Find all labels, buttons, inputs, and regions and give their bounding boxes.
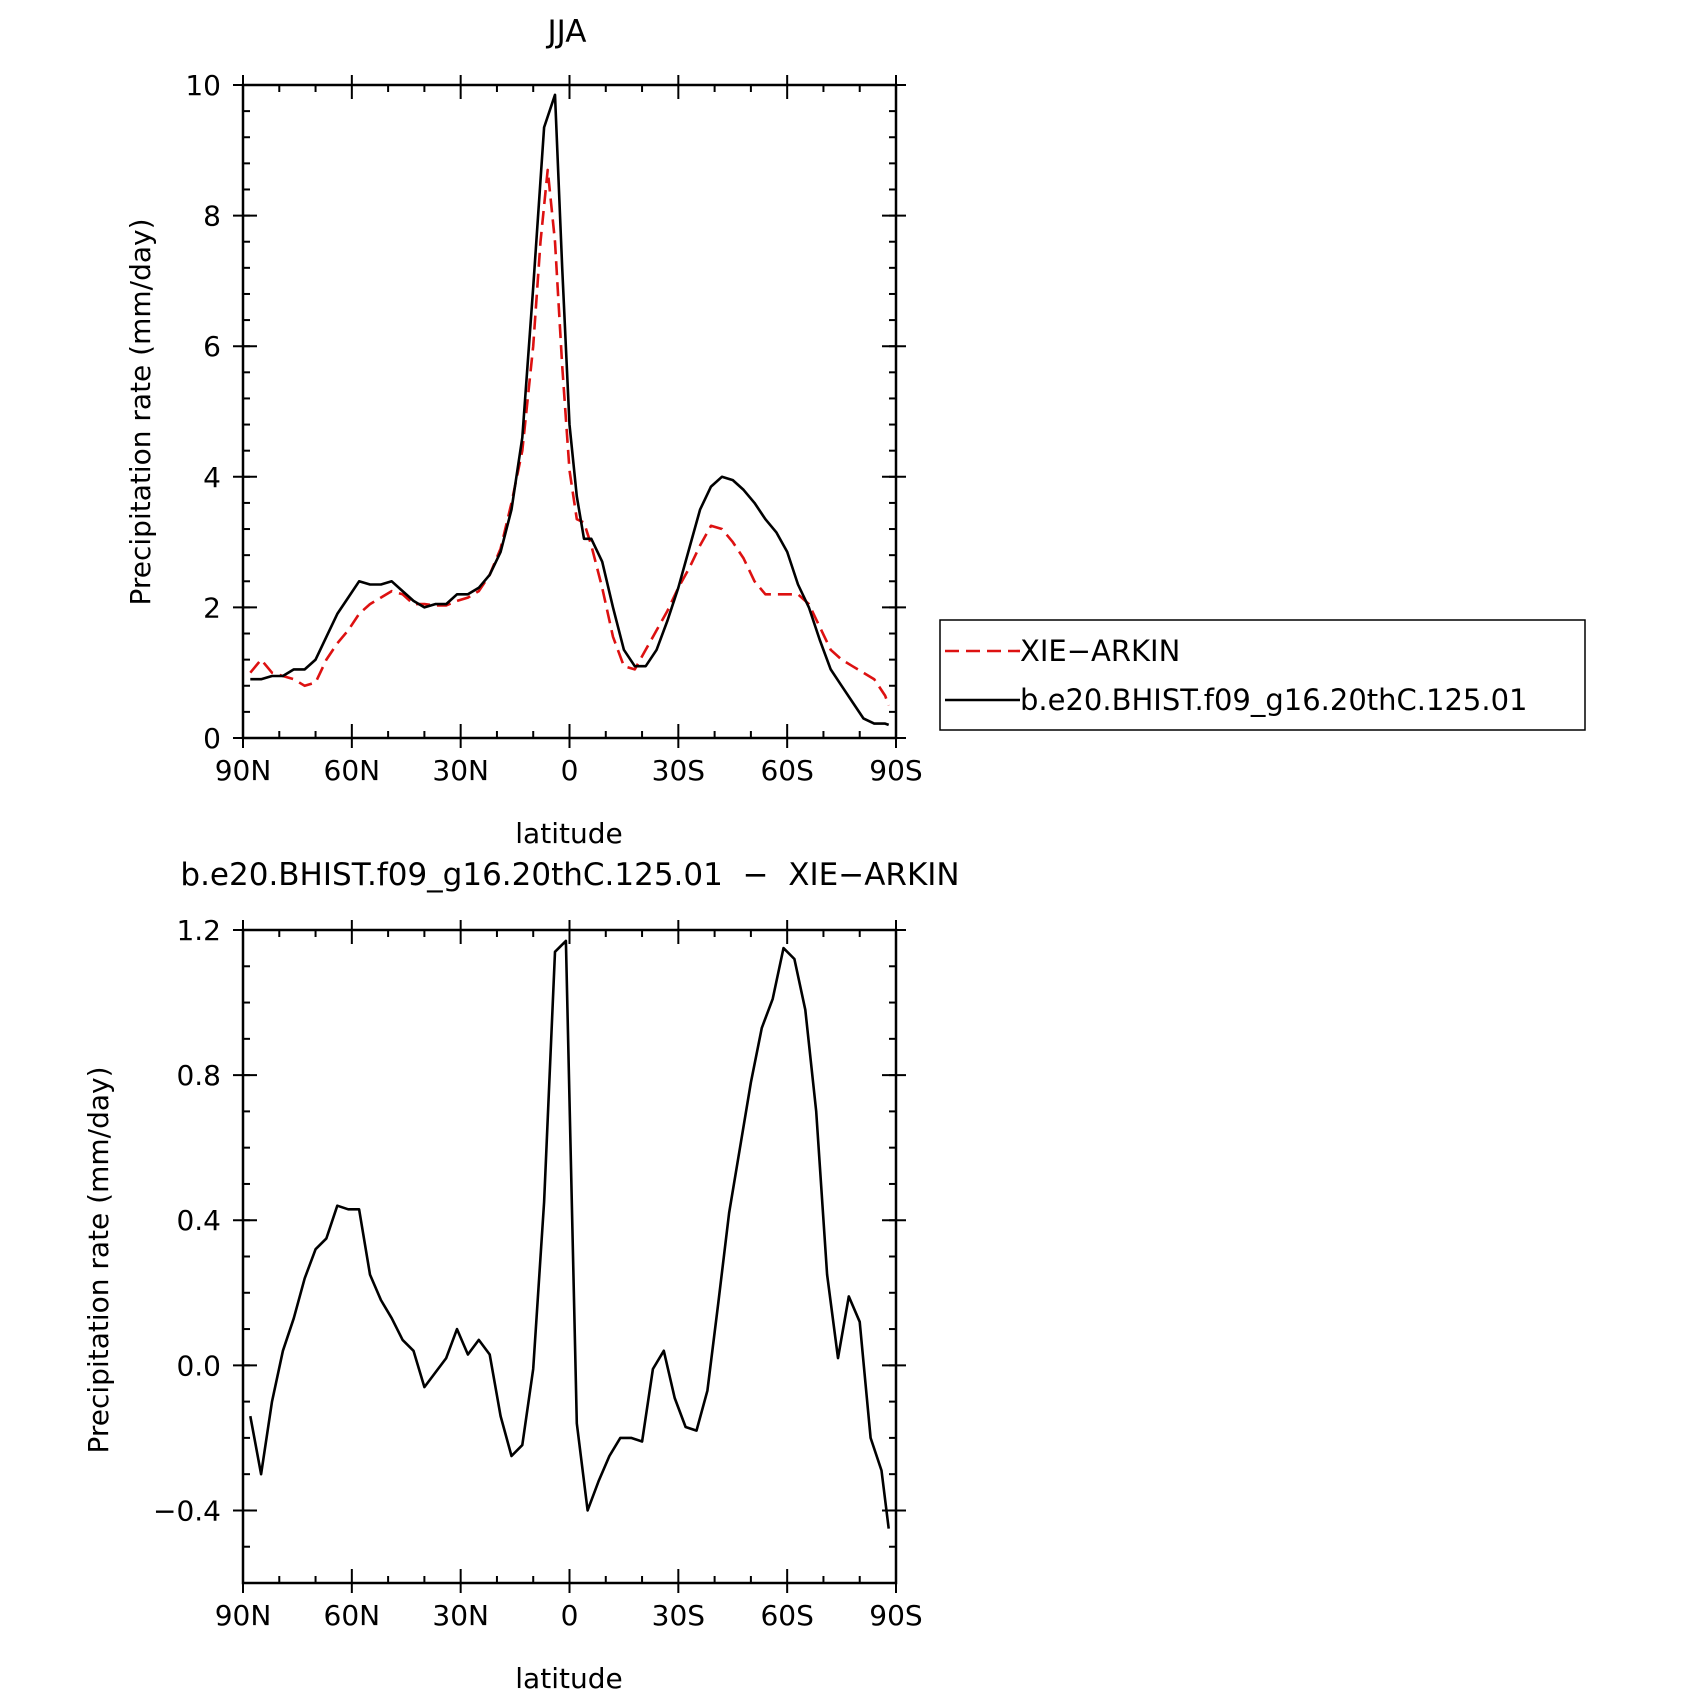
x-tick-label: 90N xyxy=(215,1599,272,1632)
y-tick-label: −0.4 xyxy=(153,1494,221,1527)
x-axis-label: latitude xyxy=(515,817,622,850)
x-tick-label: 60S xyxy=(760,1599,813,1632)
chart-title: JJA xyxy=(546,14,587,50)
y-tick-label: 2 xyxy=(203,591,221,624)
y-tick-label: 10 xyxy=(185,69,221,102)
y-axis-label: Precipitation rate (mm/day) xyxy=(82,1066,115,1453)
x-tick-label: 90N xyxy=(215,754,272,787)
y-tick-label: 8 xyxy=(203,200,221,233)
x-tick-label: 90S xyxy=(869,754,922,787)
legend-label-model: b.e20.BHIST.f09_g16.20thC.125.01 xyxy=(1020,683,1527,717)
x-tick-label: 0 xyxy=(561,754,579,787)
x-tick-label: 30N xyxy=(432,754,489,787)
series-line-b-e20-bhist-f09-g16-20thc-125-01 xyxy=(250,93,890,727)
y-tick-label: 6 xyxy=(203,330,221,363)
legend-label-xie-arkin: XIE−ARKIN xyxy=(1020,634,1180,668)
y-tick-label: 0 xyxy=(203,722,221,755)
y-tick-label: 4 xyxy=(203,461,221,494)
y-tick-label: 1.2 xyxy=(176,914,221,947)
y-tick-label: 0.4 xyxy=(176,1204,221,1237)
chart-panel-bottom: b.e20.BHIST.f09_g16.20thC.125.01 − XIE−A… xyxy=(82,857,960,1695)
y-tick-label: 0.8 xyxy=(176,1059,221,1092)
x-tick-label: 90S xyxy=(869,1599,922,1632)
series-line-difference xyxy=(249,939,890,1529)
x-tick-label: 0 xyxy=(561,1599,579,1632)
chart-title: b.e20.BHIST.f09_g16.20thC.125.01 − XIE−A… xyxy=(180,857,959,893)
legend: XIE−ARKIN b.e20.BHIST.f09_g16.20thC.125.… xyxy=(939,619,1586,731)
x-tick-label: 60N xyxy=(324,754,381,787)
y-axis-label: Precipitation rate (mm/day) xyxy=(124,218,157,605)
x-tick-label: 30S xyxy=(652,754,705,787)
x-axis-label: latitude xyxy=(515,1662,622,1695)
plot-frame xyxy=(241,928,898,1585)
plot-frame xyxy=(241,83,898,740)
legend-box xyxy=(939,619,1586,731)
chart-panel-top: JJA 0 2 4 6 8 10 90N 60N 30N 0 30S 60S 90S Precipit… xyxy=(124,14,1586,850)
x-tick-label: 30S xyxy=(652,1599,705,1632)
y-tick-label: 0.0 xyxy=(176,1349,221,1382)
series-line-xie-arkin xyxy=(249,168,890,706)
x-tick-label: 30N xyxy=(432,1599,489,1632)
x-tick-label: 60N xyxy=(324,1599,381,1632)
x-tick-label: 60S xyxy=(760,754,813,787)
